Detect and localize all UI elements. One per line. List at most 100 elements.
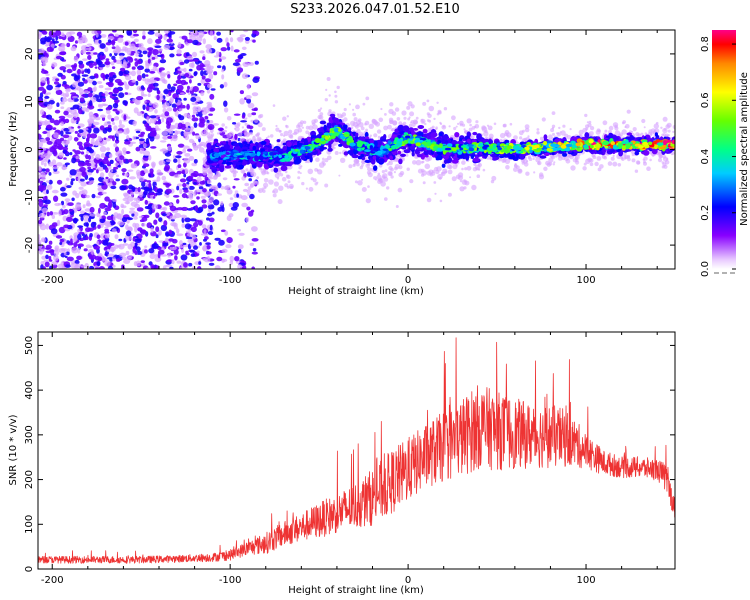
spectrogram-noise-blob: [145, 105, 150, 112]
spectrogram-noise-blob: [97, 108, 104, 112]
spectrogram-band-blob: [328, 117, 332, 123]
spectrogram-noise-blob: [38, 141, 43, 148]
spectrogram-noise-blob: [152, 102, 159, 109]
spectrogram-noise-blob: [87, 227, 94, 232]
spectrogram-noise-blob: [196, 196, 200, 200]
spectrogram-noise-blob: [101, 140, 108, 145]
spectrogram-noise-blob: [169, 99, 174, 104]
spectrogram-halo-blob: [213, 174, 218, 179]
spectrogram-halo-blob: [338, 174, 341, 177]
spectrogram-noise-blob: [193, 159, 198, 164]
spectrogram-noise-blob: [171, 103, 177, 108]
spectrogram-noise-blob: [126, 30, 133, 36]
spectrogram-halo-blob: [247, 113, 252, 118]
spectrogram-noise-blob: [42, 30, 48, 35]
spectrogram-noise-blob: [83, 141, 91, 148]
spectrogram-noise-blob: [40, 160, 44, 166]
spectrogram-noise-blob: [149, 115, 157, 119]
spectrogram-noise-blob: [130, 163, 138, 169]
spectrogram-halo-blob: [584, 113, 588, 118]
spectrogram-noise-blob: [192, 111, 199, 115]
spectrogram-noise-blob: [168, 90, 172, 96]
spectrogram-noise-blob: [66, 256, 74, 262]
spectrogram-halo-blob: [279, 173, 284, 177]
spectrogram-noise-blob: [78, 161, 85, 167]
spectrogram-noise-blob: [46, 184, 53, 190]
spectrogram-halo-blob: [241, 176, 246, 181]
spectrogram-halo-blob: [403, 116, 407, 120]
spectrogram-noise-blob: [42, 196, 48, 201]
spectrogram-noise-blob: [132, 79, 136, 83]
spectrogram-halo-blob: [246, 189, 251, 194]
spectrogram-noise-blob: [169, 53, 175, 58]
spectrogram-noise-blob: [112, 215, 117, 221]
spectrogram-noise-blob: [39, 92, 44, 99]
spectrogram-halo-blob: [265, 136, 268, 139]
spectrogram-noise-blob: [248, 125, 254, 130]
spectrogram-halo-blob: [226, 116, 232, 121]
spectrogram-noise-blob: [45, 37, 51, 43]
spectrogram-halo-blob: [536, 131, 540, 135]
spectrogram-noise-blob: [206, 83, 213, 89]
spectrogram-halo-blob: [362, 102, 366, 106]
spectrogram-halo-blob: [517, 168, 523, 174]
spectrogram-halo-blob: [408, 123, 413, 128]
spectrogram-noise-blob: [54, 87, 60, 91]
spectrogram-noise-blob: [72, 238, 77, 243]
spectrogram-noise-blob: [196, 64, 202, 71]
spectrogram-halo-blob: [365, 198, 371, 204]
spectrogram-noise-blob: [203, 229, 207, 234]
spectrogram-noise-blob: [136, 111, 143, 117]
spectrogram-noise-blob: [102, 74, 106, 81]
spectrogram-noise-blob: [94, 116, 101, 121]
spectrogram-noise-blob: [165, 159, 172, 163]
spectrogram-noise-blob: [129, 176, 136, 180]
spectrogram-noise-blob: [189, 86, 193, 91]
spectrogram-noise-blob: [134, 99, 140, 105]
spectrogram-noise-blob: [144, 100, 147, 103]
spectrogram-band-blob: [417, 125, 425, 129]
spectrogram-halo-blob: [279, 129, 282, 133]
spectrogram-halo-blob: [426, 197, 432, 203]
spectrogram-noise-blob: [147, 31, 155, 35]
spectrogram-noise-blob: [163, 135, 167, 140]
spectrogram-halo-blob: [670, 153, 673, 156]
spectrogram-noise-blob: [96, 241, 100, 246]
spectrogram-noise-blob: [205, 67, 208, 72]
spectrogram-halo-blob: [490, 179, 495, 184]
spectrogram-noise-blob: [70, 238, 73, 245]
spectrogram-noise-blob: [167, 145, 173, 152]
spectrogram-noise-blob: [136, 74, 142, 82]
spectrogram-noise-blob: [179, 61, 185, 66]
spectrogram-halo-blob: [589, 162, 594, 167]
spectrogram-noise-blob: [63, 93, 67, 99]
spectrogram-noise-blob: [242, 265, 247, 269]
spectrogram-noise-blob: [59, 242, 63, 245]
spectrogram-noise-blob: [208, 107, 216, 112]
spectrogram-noise-blob: [187, 194, 193, 199]
spectrogram-noise-blob: [78, 108, 83, 115]
spectrogram-noise-blob: [200, 91, 205, 97]
spectrogram-noise-blob: [177, 183, 183, 187]
spectrogram-halo-blob: [592, 155, 597, 160]
spectrogram-noise-blob: [197, 82, 202, 86]
spectrogram-halo-blob: [588, 120, 592, 124]
spectrogram-noise-blob: [49, 249, 55, 253]
spectrogram-noise-blob: [232, 62, 240, 66]
spectrogram-noise-blob: [89, 206, 95, 213]
spectrogram-noise-blob: [183, 157, 191, 164]
spectrogram-halo-blob: [257, 137, 262, 142]
spectrogram-noise-blob: [89, 114, 96, 121]
spectrogram-noise-blob: [126, 47, 133, 52]
spectrogram-noise-blob: [126, 255, 133, 258]
spectrogram-noise-blob: [107, 124, 112, 128]
spectrogram-noise-blob: [143, 163, 150, 168]
spectrogram-halo-blob: [357, 118, 362, 122]
spectrogram-halo-blob: [301, 181, 305, 186]
spectrogram-noise-blob: [134, 238, 142, 243]
spectrogram-noise-blob: [205, 44, 212, 50]
spectrogram-noise-blob: [55, 35, 59, 41]
spectrogram-noise-blob: [185, 252, 190, 256]
spectrogram-halo-blob: [256, 176, 260, 180]
spectrogram-noise-blob: [168, 238, 175, 242]
